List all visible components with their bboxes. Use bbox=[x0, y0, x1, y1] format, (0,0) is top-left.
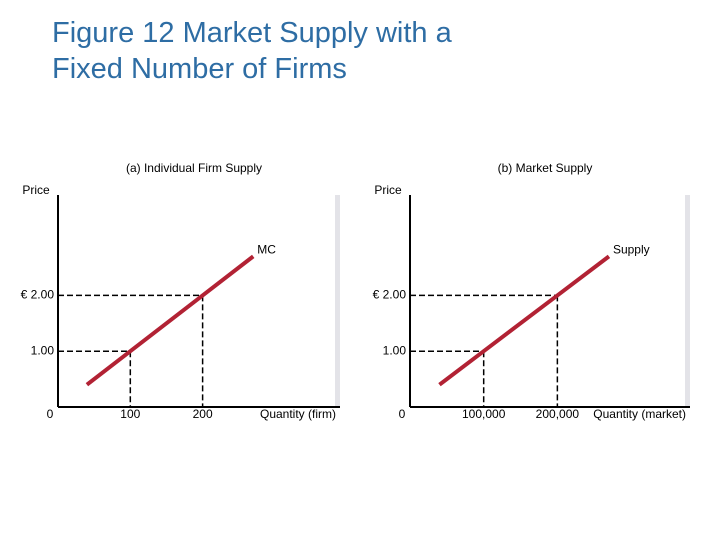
slide-title: Figure 12 Market Supply with a Fixed Numb… bbox=[52, 17, 453, 85]
y-tick-label: 1.00 bbox=[31, 343, 55, 357]
supply-line bbox=[438, 254, 611, 387]
chart-title: (b) Market Supply bbox=[498, 161, 593, 175]
y-tick-label: € 2.00 bbox=[21, 288, 55, 302]
plot-shadow bbox=[335, 195, 340, 407]
plot-shadow bbox=[685, 195, 690, 407]
x-tick-label: 100 bbox=[120, 407, 140, 421]
y-axis-label: Price bbox=[22, 183, 50, 197]
series-label: Supply bbox=[613, 243, 650, 257]
x-tick-label: 200 bbox=[193, 407, 213, 421]
series-label: MC bbox=[257, 243, 276, 257]
y-tick-label: € 2.00 bbox=[373, 288, 407, 302]
y-tick-label: 1.00 bbox=[383, 343, 407, 357]
y-axis-label: Price bbox=[374, 183, 402, 197]
supply-line bbox=[85, 254, 255, 387]
x-axis-label: Quantity (firm) bbox=[260, 407, 336, 421]
x-tick-label: 200,000 bbox=[536, 407, 580, 421]
x-axis-label: Quantity (market) bbox=[593, 407, 686, 421]
x-tick-label: 0 bbox=[399, 407, 406, 421]
x-tick-label: 0 bbox=[47, 407, 54, 421]
chart-title: (a) Individual Firm Supply bbox=[126, 161, 262, 175]
x-tick-label: 100,000 bbox=[462, 407, 506, 421]
